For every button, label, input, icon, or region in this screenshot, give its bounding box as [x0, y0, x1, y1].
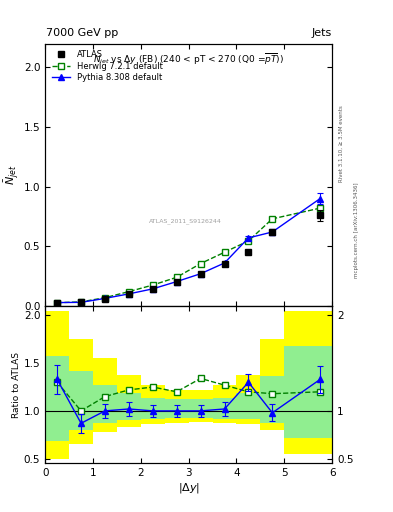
Text: 7000 GeV pp: 7000 GeV pp	[46, 28, 119, 38]
Y-axis label: $\bar{N}_{jet}$: $\bar{N}_{jet}$	[2, 164, 21, 185]
Text: $N_{jet}$ vs $\Delta y$ (FB) (240 < pT < 270 (Q0 =$\overline{pT}$)): $N_{jet}$ vs $\Delta y$ (FB) (240 < pT <…	[93, 51, 284, 67]
Text: ATLAS_2011_S9126244: ATLAS_2011_S9126244	[149, 218, 221, 224]
Legend: ATLAS, Herwig 7.2.1 default, Pythia 8.308 default: ATLAS, Herwig 7.2.1 default, Pythia 8.30…	[50, 48, 165, 84]
Text: mcplots.cern.ch [arXiv:1306.3436]: mcplots.cern.ch [arXiv:1306.3436]	[354, 183, 359, 278]
Text: Jets: Jets	[311, 28, 331, 38]
Text: Rivet 3.1.10, ≥ 3.5M events: Rivet 3.1.10, ≥ 3.5M events	[339, 105, 344, 182]
X-axis label: $|\Delta y|$: $|\Delta y|$	[178, 481, 200, 495]
Y-axis label: Ratio to ATLAS: Ratio to ATLAS	[12, 352, 21, 418]
